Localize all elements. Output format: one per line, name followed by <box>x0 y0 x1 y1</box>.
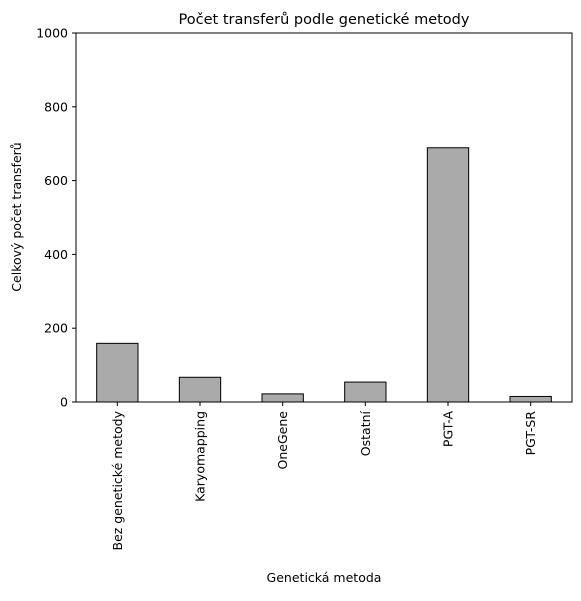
x-tick-label: Bez genetické metody <box>110 410 125 550</box>
chart-title: Počet transferů podle genetické metody <box>179 12 470 28</box>
bar-3 <box>344 381 387 403</box>
bar-1 <box>178 376 222 403</box>
x-tick-label: Karyomapping <box>193 411 208 502</box>
y-tick-label: 600 <box>44 173 68 188</box>
x-axis-label: Genetická metoda <box>267 570 382 585</box>
bar-0 <box>96 342 139 403</box>
x-tick-label: PGT-SR <box>523 411 538 456</box>
x-tick-label: OneGene <box>275 411 290 470</box>
x-tick-label: PGT-A <box>441 411 456 448</box>
y-tick-label: 800 <box>44 99 68 114</box>
x-tick-label: Ostatní <box>358 410 373 456</box>
y-axis-label: Celkový počet transferů <box>9 142 24 291</box>
y-tick-label: 400 <box>44 247 68 262</box>
bar-4 <box>426 147 470 403</box>
y-axis-ticks: 0 200 400 600 800 1000 <box>36 26 76 410</box>
bar-2 <box>261 393 304 403</box>
bar-5 <box>509 395 552 403</box>
plot-frame <box>75 32 573 403</box>
bars-group <box>96 147 552 403</box>
y-tick-label: 200 <box>44 321 68 336</box>
y-tick-label: 1000 <box>36 26 68 41</box>
x-axis-ticks: Bez genetické metody Karyomapping OneGene O… <box>110 402 538 551</box>
y-tick-label: 0 <box>60 395 68 410</box>
